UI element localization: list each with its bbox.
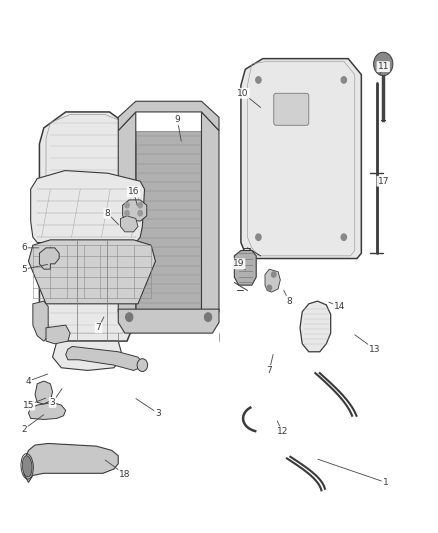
Polygon shape xyxy=(35,381,53,404)
Text: 4: 4 xyxy=(26,377,31,385)
Text: 11: 11 xyxy=(378,62,389,71)
Polygon shape xyxy=(118,112,136,322)
Circle shape xyxy=(125,203,129,208)
Text: 16: 16 xyxy=(128,188,139,196)
Circle shape xyxy=(256,77,261,83)
Polygon shape xyxy=(33,301,48,341)
Circle shape xyxy=(374,52,393,76)
Polygon shape xyxy=(66,346,142,370)
Text: 8: 8 xyxy=(286,297,292,305)
Circle shape xyxy=(125,211,129,216)
Text: 10: 10 xyxy=(237,89,249,98)
Polygon shape xyxy=(31,171,145,243)
Polygon shape xyxy=(28,402,66,419)
Text: 3: 3 xyxy=(49,398,56,407)
Polygon shape xyxy=(39,248,59,269)
Text: 7: 7 xyxy=(95,324,102,332)
Text: 2: 2 xyxy=(21,425,27,433)
Polygon shape xyxy=(120,216,138,232)
Circle shape xyxy=(272,272,276,277)
Circle shape xyxy=(137,359,148,372)
Circle shape xyxy=(138,203,142,208)
Text: 14: 14 xyxy=(334,302,345,311)
Polygon shape xyxy=(39,112,136,341)
Polygon shape xyxy=(123,200,147,221)
Polygon shape xyxy=(265,269,280,292)
Circle shape xyxy=(341,234,346,240)
Text: 12: 12 xyxy=(277,427,288,436)
Text: 6: 6 xyxy=(21,244,27,252)
Polygon shape xyxy=(201,112,219,322)
Text: 9: 9 xyxy=(174,116,180,124)
FancyBboxPatch shape xyxy=(274,93,309,125)
Polygon shape xyxy=(300,301,331,352)
Polygon shape xyxy=(53,341,123,370)
Text: 7: 7 xyxy=(266,366,272,375)
Polygon shape xyxy=(24,443,118,482)
Circle shape xyxy=(341,77,346,83)
Text: 1: 1 xyxy=(382,478,389,487)
Polygon shape xyxy=(241,59,361,259)
Polygon shape xyxy=(28,240,155,304)
Polygon shape xyxy=(234,251,256,285)
Polygon shape xyxy=(118,101,219,131)
Circle shape xyxy=(256,234,261,240)
Text: 18: 18 xyxy=(119,470,131,479)
Text: 8: 8 xyxy=(104,209,110,217)
Text: 5: 5 xyxy=(21,265,27,273)
Polygon shape xyxy=(46,325,70,344)
Polygon shape xyxy=(118,309,219,333)
Polygon shape xyxy=(136,131,201,317)
Text: 19: 19 xyxy=(233,260,244,268)
Circle shape xyxy=(126,313,133,321)
Text: 15: 15 xyxy=(23,401,34,409)
Text: 17: 17 xyxy=(378,177,389,185)
Ellipse shape xyxy=(22,456,32,477)
Text: 3: 3 xyxy=(155,409,161,417)
Circle shape xyxy=(205,313,212,321)
Circle shape xyxy=(267,285,272,290)
Text: 13: 13 xyxy=(369,345,380,353)
Circle shape xyxy=(138,211,142,216)
